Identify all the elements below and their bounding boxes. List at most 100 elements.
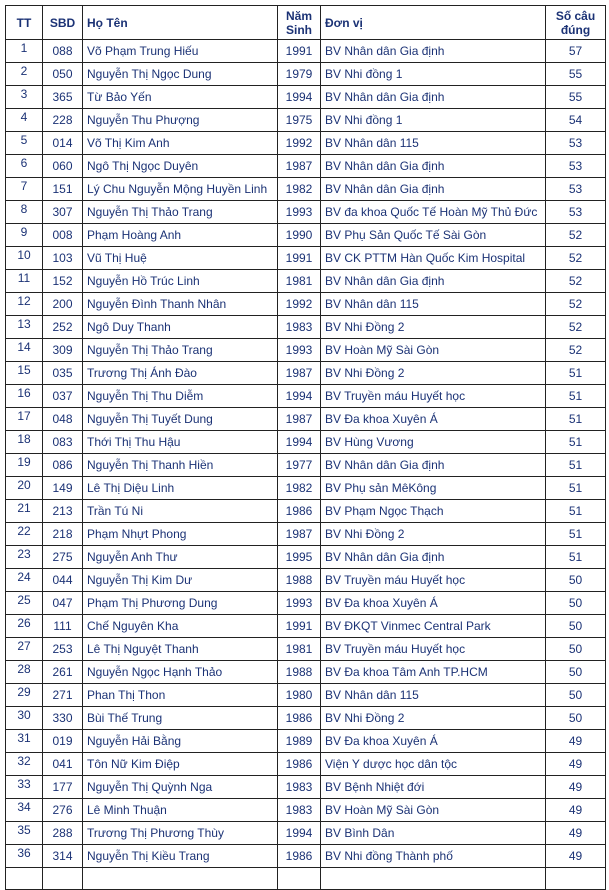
row-tt: 23 [5,545,43,569]
row-tt: 31 [5,729,43,753]
row-score: 51 [545,499,606,523]
row-unit: BV đa khoa Quốc Tế Hoàn Mỹ Thủ Đức [320,200,546,224]
row-tt: 11 [5,269,43,293]
row-tt: 17 [5,407,43,431]
row-score: 55 [545,62,606,86]
row-tt: 6 [5,154,43,178]
row-score: 51 [545,545,606,569]
row-tt: 9 [5,223,43,247]
row-name: Nguyễn Ngọc Hạnh Thảo [82,660,278,684]
row-tt: 5 [5,131,43,155]
row-year: 1986 [277,706,321,730]
row-unit: BV Nhi Đồng 2 [320,361,546,385]
table-row: 23 275 Nguyễn Anh Thư 1995 BV Nhân dân Gia đ… [5,545,606,569]
empty-cell [320,867,546,890]
row-sbd: 037 [42,384,83,408]
table-row: 17 048 Nguyễn Thị Tuyết Dung 1987 BV Đa khoa… [5,407,606,431]
row-name: Nguyễn Thị Kim Dư [82,568,278,592]
row-name: Bùi Thế Trung [82,706,278,730]
table-row: 30 330 Bùi Thế Trung 1986 BV Nhi Đồng 2 50 [5,706,606,730]
row-name: Nguyễn Thu Phượng [82,108,278,132]
row-unit: BV Bệnh Nhiệt đới [320,775,546,799]
row-score: 51 [545,407,606,431]
row-unit: BV Nhân dân 115 [320,131,546,155]
row-sbd: 035 [42,361,83,385]
row-year: 1993 [277,591,321,615]
table-row: 7 151 Lý Chu Nguyễn Mộng Huyền Linh 1982 BV … [5,177,606,201]
row-tt: 27 [5,637,43,661]
row-year: 1979 [277,62,321,86]
row-year: 1994 [277,430,321,454]
row-sbd: 253 [42,637,83,661]
row-score: 50 [545,568,606,592]
row-score: 50 [545,683,606,707]
row-sbd: 365 [42,85,83,109]
row-unit: BV Nhân dân Gia định [320,269,546,293]
row-sbd: 307 [42,200,83,224]
row-unit: BV Truyền máu Huyết học [320,637,546,661]
row-score: 49 [545,775,606,799]
row-score: 55 [545,85,606,109]
table-row: 6 060 Ngô Thị Ngọc Duyên 1987 BV Nhân dân Gi… [5,154,606,178]
row-unit: BV Hoàn Mỹ Sài Gòn [320,798,546,822]
table-row: 12 200 Nguyễn Đình Thanh Nhân 1992 BV Nhân d… [5,292,606,316]
row-tt: 16 [5,384,43,408]
row-tt: 36 [5,844,43,868]
row-sbd: 151 [42,177,83,201]
row-unit: BV Đa khoa Xuyên Á [320,591,546,615]
empty-cell [277,867,321,890]
row-tt: 18 [5,430,43,454]
row-sbd: 252 [42,315,83,339]
row-tt: 10 [5,246,43,270]
row-name: Võ Thị Kim Anh [82,131,278,155]
table-row: 36 314 Nguyễn Thị Kiều Trang 1986 BV Nhi đồn… [5,844,606,868]
row-sbd: 086 [42,453,83,477]
row-sbd: 288 [42,821,83,845]
table-row: 24 044 Nguyễn Thị Kim Dư 1988 BV Truyền máu … [5,568,606,592]
row-year: 1989 [277,729,321,753]
row-year: 1982 [277,476,321,500]
row-tt: 24 [5,568,43,592]
row-name: Nguyễn Thị Thu Diễm [82,384,278,408]
row-unit: BV Nhân dân 115 [320,292,546,316]
table-row: 8 307 Nguyễn Thị Thảo Trang 1993 BV đa khoa … [5,200,606,224]
table-row: 19 086 Nguyễn Thị Thanh Hiền 1977 BV Nhân dâ… [5,453,606,477]
row-tt: 8 [5,200,43,224]
row-sbd: 111 [42,614,83,638]
row-tt: 12 [5,292,43,316]
row-name: Nguyễn Thị Thanh Hiền [82,453,278,477]
row-name: Phạm Thị Phương Dung [82,591,278,615]
row-unit: BV Nhân dân Gia định [320,453,546,477]
table-row: 2 050 Nguyễn Thị Ngọc Dung 1979 BV Nhi đồng … [5,62,606,86]
row-year: 1983 [277,315,321,339]
row-score: 50 [545,706,606,730]
row-name: Nguyễn Thị Kiều Trang [82,844,278,868]
row-unit: BV Hùng Vương [320,430,546,454]
row-unit: BV Nhân dân Gia định [320,85,546,109]
row-sbd: 309 [42,338,83,362]
row-tt: 29 [5,683,43,707]
row-name: Nguyễn Thị Ngọc Dung [82,62,278,86]
row-year: 1986 [277,499,321,523]
row-score: 53 [545,200,606,224]
table-row: 31 019 Nguyễn Hải Bằng 1989 BV Đa khoa Xuyên… [5,729,606,753]
row-sbd: 047 [42,591,83,615]
row-name: Lê Thị Diệu Linh [82,476,278,500]
header-sbd: SBD [42,5,83,40]
row-tt: 15 [5,361,43,385]
table-row: 5 014 Võ Thị Kim Anh 1992 BV Nhân dân 115 53 [5,131,606,155]
table-row: 1 088 Võ Phạm Trung Hiếu 1991 BV Nhân dân Gi… [5,39,606,63]
row-sbd: 228 [42,108,83,132]
row-year: 1992 [277,292,321,316]
header-unit: Đơn vị [320,5,546,40]
row-score: 52 [545,246,606,270]
row-unit: BV Nhi đồng Thành phố [320,844,546,868]
row-sbd: 019 [42,729,83,753]
row-tt: 4 [5,108,43,132]
row-year: 1994 [277,821,321,845]
row-unit: BV Nhân dân 115 [320,683,546,707]
table-row: 26 111 Chế Nguyên Kha 1991 BV ĐKQT Vinmec Ce… [5,614,606,638]
row-tt: 22 [5,522,43,546]
row-score: 51 [545,453,606,477]
header-tt: TT [5,5,43,40]
